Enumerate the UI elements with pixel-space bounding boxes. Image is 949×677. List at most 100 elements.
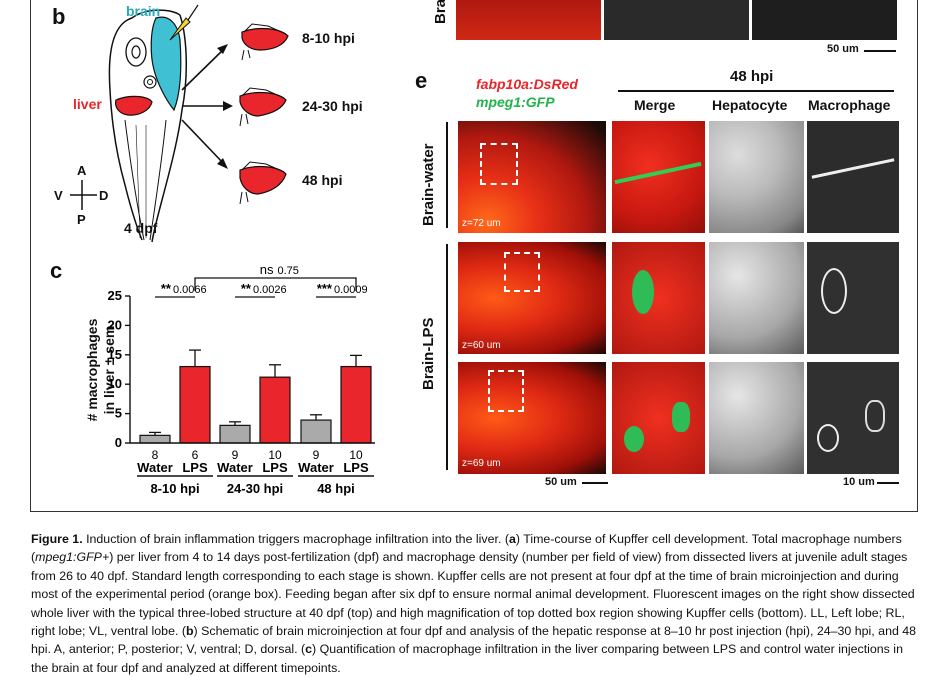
y-axis-label-line1: # macrophages	[84, 318, 100, 422]
category-label: Water	[298, 460, 334, 475]
stage-label: 4 dpf	[124, 220, 158, 236]
bar	[139, 434, 171, 444]
caption-b: b	[185, 624, 194, 639]
overview-lps-image-1: z=60 um	[458, 242, 606, 354]
ns-bracket	[194, 277, 357, 291]
sig-stars: ***	[317, 281, 333, 296]
panel-e-label: e	[415, 68, 428, 93]
time-label-2: 24-30 hpi	[302, 98, 363, 114]
col-macrophage: Macrophage	[808, 97, 891, 113]
row-bracket-water	[446, 122, 448, 228]
sample-size: 9	[232, 448, 239, 462]
brain-label: brain	[126, 3, 161, 19]
time-label-1: 8-10 hpi	[302, 30, 355, 46]
row-label-water: Brain-water	[420, 143, 437, 226]
p-value: 0.0066	[173, 284, 207, 296]
bar-chart: 05101520258Water6LPS9Water10LPS9Water10L…	[108, 262, 375, 496]
sig-stars: **	[161, 281, 172, 296]
bar	[340, 365, 372, 444]
merge-water-image	[612, 121, 705, 233]
z-label-2: z=60 um	[462, 340, 501, 351]
caption-t5: ) Quantification of macrophage infiltrat…	[31, 642, 903, 675]
bar	[259, 376, 291, 444]
hepatocyte-water-image	[709, 121, 804, 233]
overview-lps-image-2: z=69 um	[458, 362, 606, 474]
y-tick-label: 20	[108, 317, 122, 332]
merge-lps-image-2	[612, 362, 705, 474]
time-48hpi: 48 hpi	[730, 68, 774, 85]
group-label: 24-30 hpi	[227, 481, 283, 496]
sample-size: 10	[349, 448, 363, 462]
top-scale-label: 50 um	[827, 43, 859, 55]
panel-b-label: b	[52, 4, 66, 29]
sample-size: 10	[268, 448, 282, 462]
scale-bar-left	[582, 482, 608, 484]
time-underline	[618, 90, 894, 92]
top-row-label: Bra	[432, 0, 449, 24]
top-strip-image-3	[752, 0, 897, 40]
caption-title: Figure 1.	[31, 532, 83, 546]
col-merge: Merge	[634, 97, 676, 113]
caption-t3: ) per liver from 4 to 14 days post-ferti…	[31, 550, 915, 639]
sample-size: 8	[152, 448, 159, 462]
roi-box	[480, 143, 518, 185]
larva-schematic	[70, 4, 289, 243]
macrophage-signal	[821, 268, 847, 314]
axis-P: P	[77, 212, 86, 227]
category-label: Water	[217, 460, 253, 475]
bar	[219, 424, 251, 444]
macrophage-lps-image-2	[807, 362, 899, 474]
caption-a: a	[508, 532, 516, 546]
bar	[179, 365, 211, 444]
ns-label: ns	[260, 262, 274, 277]
category-label: LPS	[343, 460, 369, 475]
axis-V: V	[54, 188, 63, 203]
merge-lps-image-1	[612, 242, 705, 354]
group-label: 48 hpi	[317, 481, 355, 496]
p-value: 0.0026	[253, 284, 287, 296]
macrophage-process	[614, 161, 702, 185]
macrophage-cell	[632, 270, 654, 314]
category-label: LPS	[182, 460, 208, 475]
macrophage-cell	[624, 426, 644, 452]
caption-t2: ) Time-course of Kupffer cell developmen…	[31, 532, 902, 565]
axis-A: A	[77, 163, 87, 178]
time-label-3: 48 hpi	[302, 172, 343, 188]
y-tick-label: 5	[115, 406, 122, 421]
roi-box	[504, 252, 540, 292]
group-label: 8-10 hpi	[150, 481, 199, 496]
caption-gene: mpeg1:GFP+	[35, 550, 110, 565]
caption-t4: ) Schematic of brain microinjection at f…	[31, 624, 917, 657]
figure-caption: Figure 1. Induction of brain inflammatio…	[31, 530, 919, 677]
scale-label-right: 10 um	[843, 476, 875, 488]
top-strip-image-2	[604, 0, 749, 40]
legend-dsred: fabp10a:DsRed	[476, 76, 578, 92]
y-tick-label: 15	[108, 347, 122, 362]
sig-stars: **	[241, 281, 252, 296]
sample-size: 9	[313, 448, 320, 462]
macrophage-lps-image-1	[807, 242, 899, 354]
axis-D: D	[99, 188, 109, 203]
macrophage-cell	[672, 402, 690, 432]
overview-water-image: z=72 um	[458, 121, 606, 233]
caption-c: c	[305, 642, 313, 657]
hepatocyte-lps-image-1	[709, 242, 804, 354]
ns-p-value: 0.75	[278, 265, 299, 277]
liver-label: liver	[73, 96, 102, 112]
macrophage-signal	[865, 400, 885, 432]
top-scale-bar	[864, 50, 896, 52]
p-value: 0.0009	[334, 284, 368, 296]
scale-bar-right	[877, 482, 899, 484]
hepatocyte-lps-image-2	[709, 362, 804, 474]
scale-label-left: 50 um	[545, 476, 577, 488]
sample-size: 6	[192, 448, 199, 462]
y-tick-label: 25	[108, 288, 122, 303]
macrophage-water-image	[807, 121, 899, 233]
y-tick-label: 0	[115, 435, 122, 450]
row-label-lps: Brain-LPS	[420, 317, 437, 390]
bar	[300, 419, 332, 444]
row-bracket-lps	[446, 244, 448, 470]
z-label-3: z=69 um	[462, 458, 501, 469]
caption-t1: Induction of brain inflammation triggers…	[82, 532, 509, 546]
col-hepatocyte: Hepatocyte	[712, 97, 788, 113]
